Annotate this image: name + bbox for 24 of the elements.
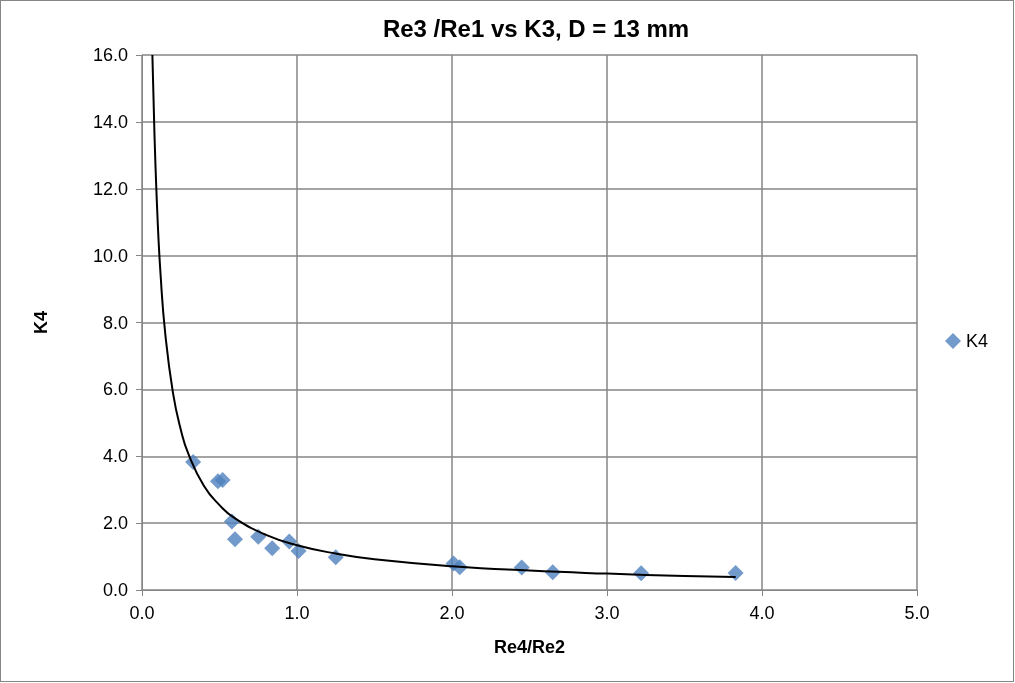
y-tick-label: 16.0 [92,45,128,65]
x-tick-label: 0.0 [129,603,155,623]
chart-title: Re3 /Re1 vs K3, D = 13 mm [382,14,690,42]
point [264,540,281,557]
point [227,531,243,548]
point [727,564,744,581]
y-tick-label: 4.0 [102,446,128,467]
y-tick-label: 10.0 [92,245,128,266]
point [214,471,231,488]
y-tick-label: 2.0 [102,513,128,534]
y-tick-label: 6.0 [102,379,128,400]
x-tick-label: 4.0 [749,603,775,623]
x-tick-label: 1.0 [284,603,310,623]
legend-label: K4 [965,331,989,351]
y-tick-label: 12.0 [92,178,128,199]
x-axis-title: Re4/Re2 [493,637,566,657]
x-tick-label: 2.0 [439,603,465,623]
y-tick-label: 0.0 [102,580,128,600]
x-tick-label: 5.0 [904,603,930,623]
y-tick-label: 14.0 [92,111,128,132]
point [290,542,307,559]
y-tick-label: 8.0 [102,312,128,333]
x-tick-label: 3.0 [594,603,620,623]
y-axis-title: K4 [31,310,51,335]
